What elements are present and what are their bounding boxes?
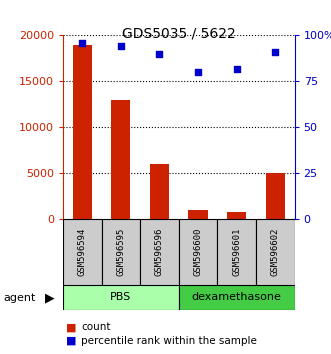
Text: percentile rank within the sample: percentile rank within the sample <box>81 336 257 346</box>
Bar <box>72 45 92 219</box>
Point <box>118 44 123 49</box>
Bar <box>227 212 246 219</box>
Text: GSM596596: GSM596596 <box>155 228 164 276</box>
Bar <box>63 285 179 310</box>
Text: GSM596601: GSM596601 <box>232 228 241 276</box>
Text: GSM596595: GSM596595 <box>116 228 125 276</box>
Bar <box>179 285 295 310</box>
Text: ■: ■ <box>66 336 77 346</box>
Point <box>79 40 85 46</box>
Point <box>273 49 278 55</box>
Text: dexamethasone: dexamethasone <box>192 292 282 302</box>
Bar <box>188 210 208 219</box>
Text: GSM596594: GSM596594 <box>78 228 87 276</box>
Text: ▶: ▶ <box>45 292 54 304</box>
Bar <box>265 173 285 219</box>
Bar <box>256 219 295 285</box>
Point <box>234 66 239 72</box>
Bar <box>111 100 130 219</box>
Bar <box>140 219 179 285</box>
Bar <box>63 219 102 285</box>
Text: GDS5035 / 5622: GDS5035 / 5622 <box>122 27 236 41</box>
Text: GSM596600: GSM596600 <box>194 228 203 276</box>
Bar <box>217 219 256 285</box>
Text: count: count <box>81 322 111 332</box>
Bar <box>102 219 140 285</box>
Point <box>157 51 162 57</box>
Bar <box>150 164 169 219</box>
Text: PBS: PBS <box>110 292 131 302</box>
Text: ■: ■ <box>66 322 77 332</box>
Text: GSM596602: GSM596602 <box>271 228 280 276</box>
Text: agent: agent <box>3 293 36 303</box>
Point <box>195 69 201 75</box>
Bar <box>179 219 217 285</box>
